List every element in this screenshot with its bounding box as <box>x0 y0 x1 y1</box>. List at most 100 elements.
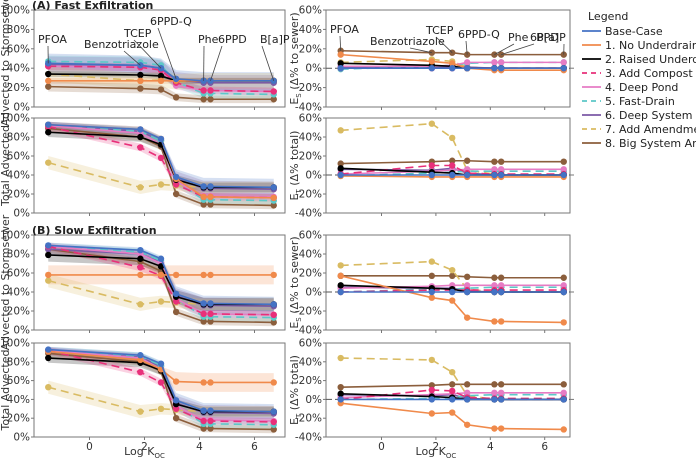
compound-label: TCEP <box>123 27 152 40</box>
data-point <box>428 171 436 179</box>
y-tick-label: 0% <box>13 208 30 220</box>
data-point <box>270 202 277 209</box>
data-point <box>428 410 436 417</box>
annotation-leader <box>261 45 275 81</box>
y-tick-label: 60% <box>7 268 30 280</box>
data-point <box>560 171 567 179</box>
data-point <box>449 60 456 67</box>
y-tick-label: -20% <box>295 82 322 94</box>
annotation-leader <box>409 47 432 54</box>
compound-label: B[a]P <box>260 33 290 46</box>
y-label-sub: T <box>295 189 303 195</box>
compound-label: Benzotriazole <box>370 35 445 48</box>
data-point <box>157 263 165 270</box>
data-point <box>157 405 165 412</box>
data-point <box>337 383 344 391</box>
uncertainty-band <box>48 245 274 327</box>
data-point <box>497 171 505 179</box>
y-tick-label: 80% <box>7 356 30 368</box>
y-tick-label: 60% <box>299 230 322 242</box>
uncertainty-band <box>48 121 274 201</box>
data-point <box>463 381 471 388</box>
data-point <box>200 193 207 201</box>
uncertainty-band <box>48 62 274 96</box>
annotation-leader <box>210 45 223 81</box>
data-point <box>200 310 207 318</box>
series-line <box>340 402 564 431</box>
data-point <box>449 368 456 376</box>
data-point <box>337 282 344 289</box>
data-point <box>337 396 344 403</box>
data-point <box>270 184 277 191</box>
panel-B-sewer: 0% 20% 40% 60% 80% 100%Advected to Stormsewer <box>0 214 286 350</box>
plot-frame <box>33 9 286 108</box>
y-tick-label: 20% <box>7 189 30 201</box>
y-axis-label: Total Advected <box>0 125 12 207</box>
data-point <box>137 271 144 279</box>
annotation-leader <box>339 35 342 51</box>
annotation-leader <box>157 27 177 80</box>
compound-label: 6PPD-Q <box>150 15 192 28</box>
legend-entry: 6. Deep System <box>605 109 693 122</box>
legend-entry: 3. Add Compost <box>605 67 693 80</box>
data-point <box>449 381 456 388</box>
data-point <box>172 271 180 279</box>
data-point <box>270 96 277 103</box>
compound-label: Benzotriazole <box>84 38 159 51</box>
compound-label: 6PPD-Q <box>458 28 500 41</box>
y-tick-label: 0% <box>305 170 322 182</box>
data-point <box>491 288 498 296</box>
data-point <box>428 258 436 265</box>
data-point <box>45 354 52 362</box>
data-point <box>157 154 165 162</box>
panel-A-total: 0% 20% 40% 60% 80% 100%Total Advected <box>0 113 286 220</box>
y-tick-label: 40% <box>299 132 322 144</box>
compound-label: PFOA <box>38 33 67 46</box>
y-tick-label: 80% <box>7 24 30 36</box>
uncertainty-band <box>48 62 274 96</box>
data-point <box>137 71 144 79</box>
data-point <box>428 272 436 280</box>
data-point <box>270 271 277 279</box>
data-point <box>449 396 456 403</box>
plot-frame <box>33 234 286 331</box>
data-point <box>137 184 144 191</box>
data-point <box>172 181 180 188</box>
data-point <box>428 386 436 394</box>
y-tick-label: 80% <box>7 249 30 261</box>
compound-label: Phe <box>508 31 529 44</box>
data-point <box>449 134 456 142</box>
x-label-main: Log K <box>416 445 447 458</box>
data-point <box>491 425 498 432</box>
y-tick-label: 60% <box>7 43 30 55</box>
data-point <box>172 298 180 305</box>
data-point <box>428 120 436 127</box>
y-label-main: E <box>288 322 301 329</box>
uncertainty-band <box>48 242 274 319</box>
data-point <box>157 72 165 80</box>
data-point <box>137 356 144 364</box>
legend-entry: Base-Case <box>605 25 663 38</box>
x-label-main: Log K <box>124 445 155 458</box>
data-point <box>157 181 165 188</box>
data-point <box>200 417 207 425</box>
compound-label: PFOA <box>330 23 359 36</box>
data-point <box>491 389 498 397</box>
data-point <box>491 381 498 388</box>
data-point <box>428 382 436 389</box>
x-tick-label: 6 <box>251 441 258 453</box>
y-label-main: E <box>288 193 301 200</box>
data-point <box>463 282 471 289</box>
data-point <box>270 418 277 426</box>
y-label-rest: (Δ% to sewer) <box>288 12 301 93</box>
data-point <box>497 396 505 403</box>
data-point <box>45 121 52 128</box>
data-point <box>137 133 144 141</box>
data-point <box>207 300 214 307</box>
x-tick-label: 2 <box>141 441 148 453</box>
data-point <box>497 158 505 165</box>
data-point <box>137 77 144 85</box>
y-tick-label: -20% <box>295 189 322 201</box>
data-point <box>337 60 344 67</box>
